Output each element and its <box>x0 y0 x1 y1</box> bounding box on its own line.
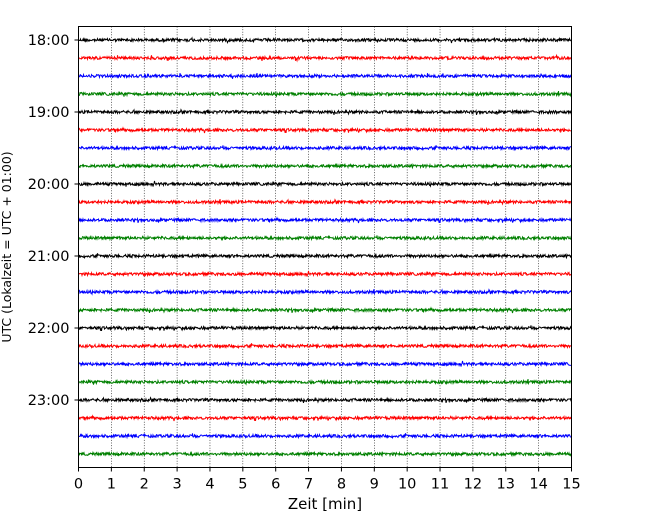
trace-2330 <box>78 432 572 440</box>
x-tick-label: 9 <box>370 477 379 493</box>
y-axis-label: UTC (Lokalzeit = UTC + 01:00) <box>0 151 14 342</box>
trace-2200 <box>78 324 572 332</box>
x-tick-label: 3 <box>172 477 181 493</box>
trace-2300 <box>78 396 572 404</box>
trace-2045 <box>78 234 572 242</box>
trace-1815 <box>78 53 572 63</box>
trace-2215 <box>78 342 572 350</box>
trace-1915 <box>78 126 572 134</box>
trace-1930 <box>78 144 572 152</box>
trace-2130 <box>78 288 572 296</box>
x-tick-label: 15 <box>562 477 580 493</box>
x-tick-label: 14 <box>529 477 547 493</box>
y-axis: 18:00 19:00 20:00 21:00 22:00 23:00 <box>28 33 79 409</box>
y-tick-label: 22:00 <box>28 321 70 337</box>
trace-2115 <box>78 270 572 278</box>
y-tick-label: 23:00 <box>28 393 70 409</box>
x-tick-label: 4 <box>205 477 214 493</box>
x-tick-label: 12 <box>464 477 482 493</box>
x-tick-label: 6 <box>271 477 280 493</box>
x-axis-label: Zeit [min] <box>288 495 362 513</box>
trace-1900 <box>78 108 572 116</box>
x-tick-label: 7 <box>304 477 313 493</box>
x-tick-label: 11 <box>431 477 449 493</box>
trace-1830 <box>78 72 572 80</box>
x-tick-label: 13 <box>497 477 515 493</box>
x-tick-label: 1 <box>107 477 116 493</box>
trace-1945 <box>78 162 572 170</box>
x-tick-label: 10 <box>398 477 416 493</box>
x-tick-label: 2 <box>140 477 149 493</box>
y-tick-label: 18:00 <box>28 33 70 49</box>
trace-2000 <box>78 180 572 188</box>
x-tick-label: 0 <box>74 477 83 493</box>
y-tick-label: 19:00 <box>28 105 70 121</box>
trace-1800 <box>78 36 572 45</box>
seismogram-traces <box>78 36 572 458</box>
trace-2315 <box>78 414 572 422</box>
x-tick-label: 8 <box>337 477 346 493</box>
plot-frame <box>78 26 572 468</box>
x-grid <box>111 26 539 468</box>
trace-2345 <box>78 450 572 458</box>
trace-2030 <box>78 216 572 224</box>
trace-1845 <box>78 90 572 98</box>
trace-2145 <box>78 306 572 314</box>
trace-2230 <box>78 360 572 368</box>
x-tick-label: 5 <box>238 477 247 493</box>
trace-2100 <box>78 252 572 260</box>
y-tick-label: 20:00 <box>28 177 70 193</box>
trace-2245 <box>78 378 572 386</box>
trace-2015 <box>78 198 572 206</box>
y-tick-label: 21:00 <box>28 249 70 265</box>
x-axis: 0 1 2 3 4 5 6 7 8 9 10 11 12 13 14 15 <box>74 467 581 493</box>
